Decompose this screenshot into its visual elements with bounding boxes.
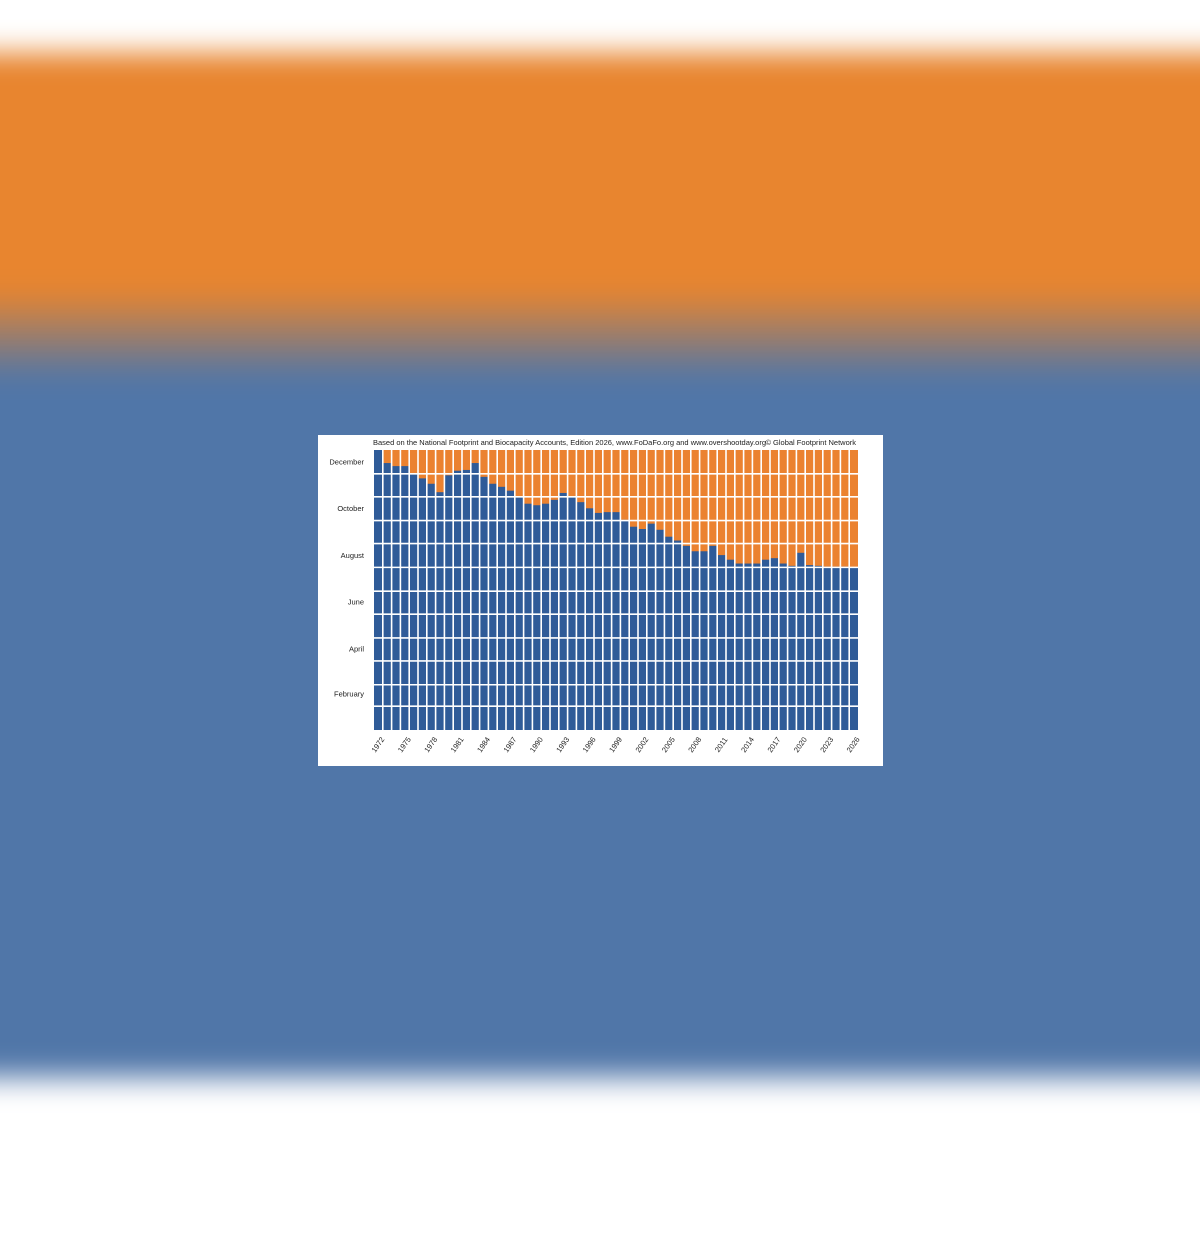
bar [664, 536, 674, 730]
bar [594, 512, 603, 730]
x-tick-label: 1972 [370, 735, 387, 754]
bar [743, 563, 753, 730]
x-tick-label: 1987 [502, 735, 519, 754]
x-tick-label: 2011 [713, 736, 730, 754]
bar [462, 469, 471, 730]
bar [699, 551, 709, 730]
x-tick-label: 2020 [792, 735, 809, 754]
bar [444, 475, 454, 730]
bar [611, 512, 621, 730]
y-tick-label: December [329, 457, 364, 466]
bar [567, 496, 577, 730]
chart-card: Based on the National Footprint and Bioc… [318, 435, 883, 766]
bar [514, 496, 524, 730]
bar [576, 502, 586, 730]
x-tick-label: 1990 [528, 735, 545, 754]
bar [787, 565, 797, 730]
x-tick-label: 2008 [686, 735, 703, 754]
x-tick-label: 2002 [634, 735, 651, 754]
x-tick-label: 2026 [845, 735, 862, 754]
bar [479, 476, 489, 730]
bar [426, 483, 436, 730]
y-tick-label: June [348, 598, 364, 607]
bar [602, 512, 612, 730]
bar [585, 508, 594, 730]
y-tick-label: April [349, 644, 364, 653]
bar [655, 529, 665, 730]
bar [506, 490, 515, 730]
x-tick-label: 2023 [818, 735, 835, 754]
chart: Based on the National Footprint and Bioc… [329, 438, 862, 754]
bar [400, 466, 410, 730]
bar [541, 503, 550, 730]
copyright-note: © Global Footprint Network [765, 438, 856, 447]
bar [849, 567, 858, 730]
bar [453, 470, 462, 730]
y-tick-label: February [334, 690, 364, 699]
x-tick-label: 2014 [739, 735, 756, 754]
bar [796, 552, 806, 730]
bar [673, 540, 682, 730]
source-note: Based on the National Footprint and Bioc… [373, 438, 766, 447]
bar [717, 555, 726, 730]
bar [690, 551, 700, 730]
bar [822, 566, 832, 730]
x-tick-label: 1996 [581, 735, 598, 754]
x-tick-label: 1984 [475, 735, 492, 754]
x-tick-label: 1999 [607, 735, 624, 754]
y-tick-label: October [337, 504, 364, 513]
bar [470, 463, 480, 730]
bar [409, 473, 418, 730]
bar [418, 478, 427, 730]
bar [761, 559, 770, 730]
x-tick-label: 1981 [449, 735, 466, 754]
x-tick-label: 2017 [766, 735, 783, 754]
x-tick-label: 1993 [554, 735, 571, 754]
bar [435, 492, 445, 730]
bar [805, 565, 814, 730]
bar [523, 503, 533, 730]
bar [391, 466, 401, 730]
bar [532, 505, 542, 730]
bar [638, 529, 647, 730]
bar [840, 566, 850, 730]
bar [374, 450, 383, 730]
bar [726, 559, 735, 730]
bar [497, 486, 506, 730]
bar [629, 526, 638, 730]
bar [558, 492, 568, 730]
x-tick-label: 2005 [660, 735, 677, 754]
bar [778, 563, 788, 730]
x-tick-label: 1978 [422, 735, 439, 754]
bar [382, 463, 392, 730]
bar [620, 519, 630, 730]
bar [831, 566, 841, 730]
y-tick-label: August [341, 551, 365, 560]
bar [770, 558, 779, 730]
bar [646, 523, 656, 730]
bar [734, 563, 744, 730]
bar [488, 483, 498, 730]
x-tick-label: 1975 [396, 735, 413, 754]
bar [814, 565, 823, 730]
bar [752, 563, 762, 730]
